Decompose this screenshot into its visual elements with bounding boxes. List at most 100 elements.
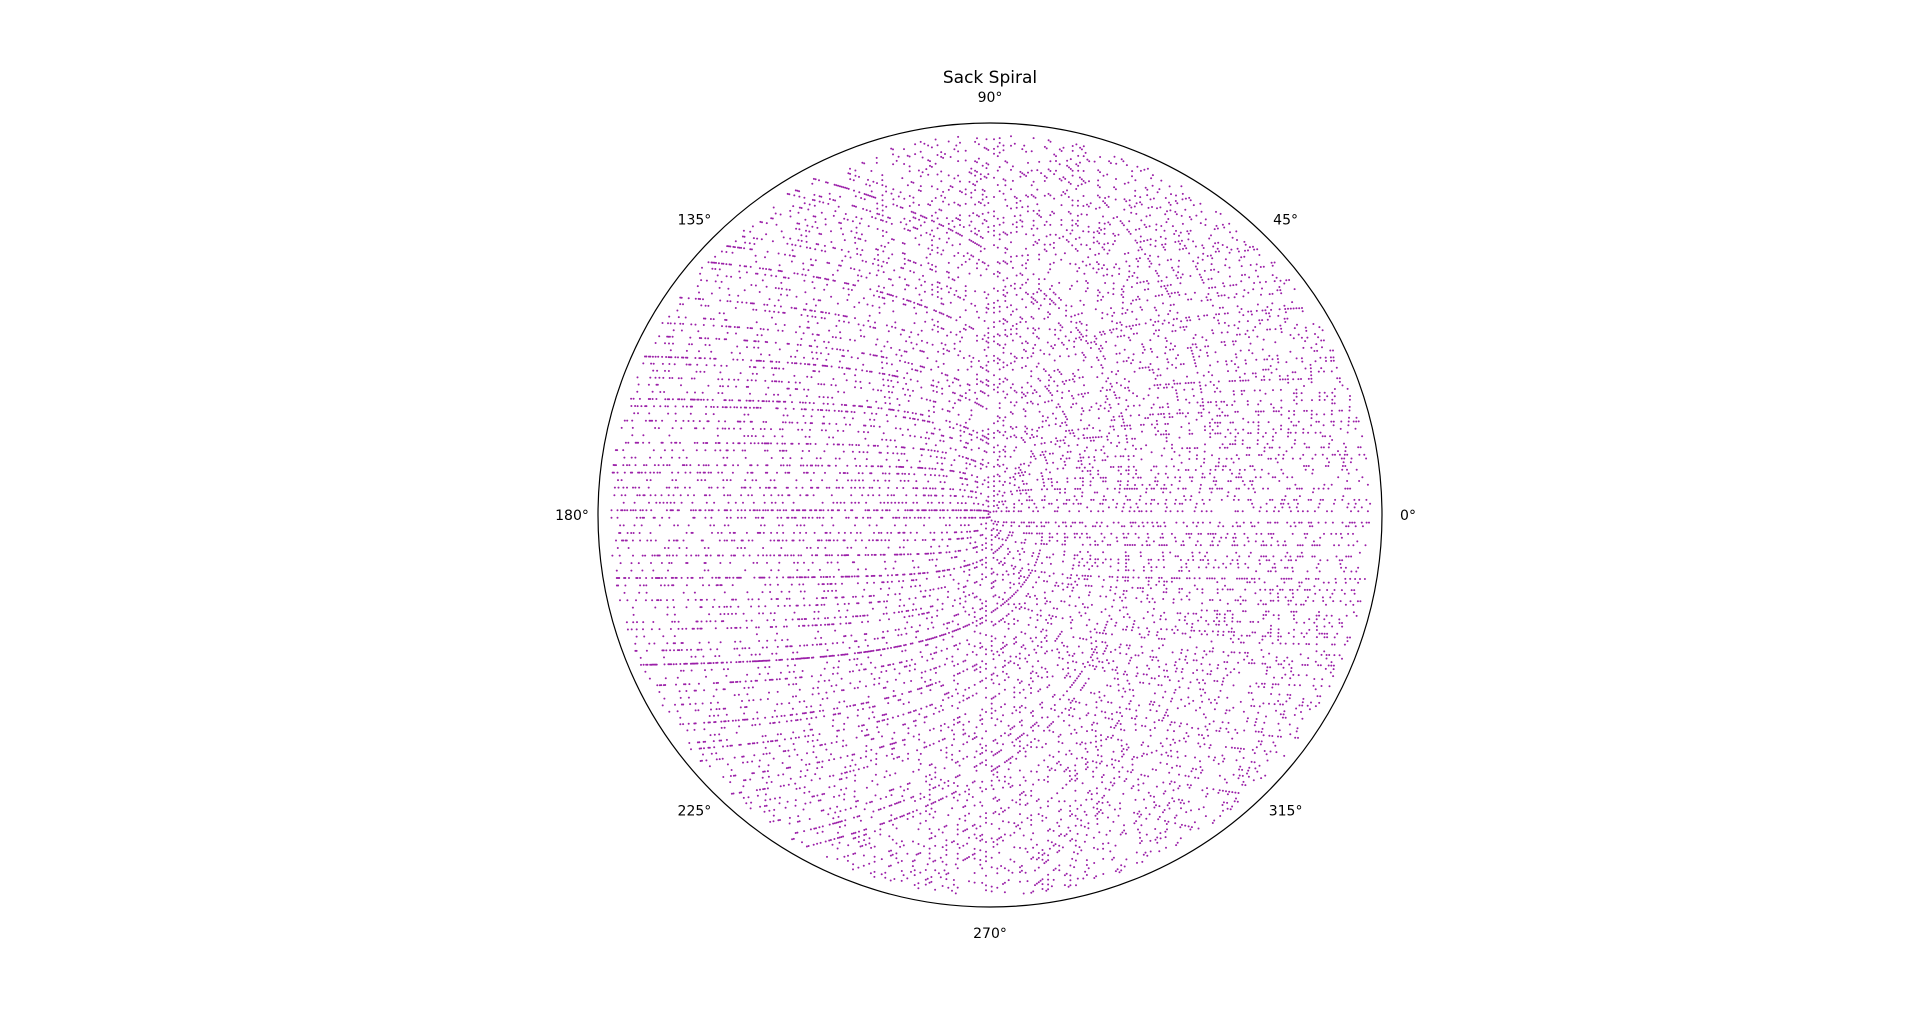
- prime-point: [1035, 365, 1038, 368]
- prime-point: [998, 480, 1001, 483]
- prime-point: [769, 612, 772, 615]
- prime-point: [980, 492, 982, 495]
- prime-point: [1099, 502, 1102, 505]
- prime-point: [1010, 564, 1013, 567]
- prime-point: [1044, 667, 1047, 670]
- prime-point: [1215, 404, 1218, 407]
- prime-point: [998, 272, 1001, 274]
- prime-point: [946, 374, 949, 377]
- prime-point: [1040, 676, 1043, 679]
- prime-point: [1186, 375, 1188, 378]
- prime-point: [1109, 586, 1112, 588]
- prime-point: [1081, 495, 1083, 498]
- prime-point: [841, 596, 844, 599]
- prime-point: [751, 539, 754, 542]
- prime-point: [1123, 536, 1126, 539]
- prime-point: [868, 524, 871, 527]
- prime-point: [934, 487, 937, 490]
- prime-point: [810, 705, 813, 708]
- prime-point: [742, 554, 745, 557]
- prime-point: [1087, 594, 1090, 597]
- prime-point: [1075, 574, 1078, 577]
- prime-point: [1171, 363, 1174, 366]
- prime-point: [1249, 551, 1252, 554]
- prime-point: [1057, 715, 1060, 718]
- prime-point: [1141, 651, 1144, 654]
- prime-point: [1127, 386, 1130, 389]
- prime-point: [1203, 461, 1205, 464]
- prime-point: [845, 622, 848, 625]
- prime-point: [1088, 591, 1091, 594]
- prime-point: [1043, 484, 1046, 487]
- prime-point: [1127, 356, 1130, 359]
- prime-point: [1086, 287, 1089, 290]
- prime-point: [1135, 715, 1138, 718]
- prime-point: [803, 471, 805, 474]
- prime-point: [888, 373, 891, 376]
- prime-point: [981, 533, 984, 536]
- prime-point: [880, 671, 883, 673]
- prime-point: [753, 576, 756, 579]
- prime-point: [776, 583, 779, 586]
- prime-point: [1201, 398, 1204, 400]
- prime-point: [1015, 255, 1018, 258]
- prime-point: [946, 379, 949, 382]
- prime-point: [1013, 355, 1016, 358]
- prime-point: [998, 407, 1001, 409]
- prime-point: [1173, 382, 1176, 385]
- prime-point: [1083, 437, 1086, 440]
- prime-point: [903, 665, 906, 668]
- prime-point: [852, 670, 854, 673]
- prime-point: [902, 573, 905, 576]
- prime-point: [1195, 457, 1198, 460]
- prime-point: [904, 524, 907, 527]
- prime-point: [976, 339, 978, 342]
- prime-point: [903, 553, 906, 556]
- prime-point: [993, 490, 995, 492]
- prime-point: [1003, 775, 1006, 778]
- prime-point: [778, 561, 781, 564]
- prime-point: [1191, 622, 1194, 625]
- prime-point: [1071, 699, 1074, 702]
- prime-point: [1011, 712, 1014, 715]
- prime-point: [1216, 425, 1219, 428]
- prime-point: [1021, 298, 1024, 301]
- prime-point: [935, 385, 938, 388]
- prime-point: [791, 539, 794, 542]
- prime-point: [985, 609, 987, 612]
- prime-point: [736, 576, 739, 579]
- prime-point: [893, 611, 896, 614]
- prime-point: [1165, 587, 1168, 590]
- prime-point: [1125, 399, 1128, 402]
- prime-point: [843, 531, 846, 534]
- prime-point: [726, 494, 729, 497]
- prime-point: [1044, 597, 1047, 600]
- prime-point: [1216, 421, 1219, 424]
- prime-point: [1063, 676, 1066, 679]
- prime-point: [1066, 418, 1069, 421]
- prime-point: [1041, 425, 1044, 428]
- prime-point: [931, 616, 933, 619]
- prime-point: [910, 341, 913, 344]
- prime-point: [958, 454, 961, 457]
- prime-point: [879, 553, 882, 556]
- prime-point: [1155, 566, 1158, 569]
- prime-point: [831, 725, 834, 727]
- prime-point: [1059, 457, 1062, 460]
- prime-point: [886, 581, 889, 583]
- prime-point: [1083, 427, 1086, 430]
- prime-point: [1017, 737, 1019, 739]
- prime-point: [727, 501, 730, 504]
- prime-point: [1093, 340, 1096, 343]
- prime-point: [1028, 532, 1031, 535]
- prime-point: [1020, 734, 1023, 737]
- prime-point: [797, 428, 800, 431]
- prime-point: [1126, 487, 1129, 490]
- prime-point: [762, 554, 765, 557]
- prime-point: [741, 449, 744, 452]
- prime-point: [839, 616, 842, 619]
- prime-point: [996, 742, 999, 745]
- prime-point: [1147, 583, 1150, 586]
- prime-point: [1019, 569, 1022, 572]
- prime-point: [898, 349, 901, 351]
